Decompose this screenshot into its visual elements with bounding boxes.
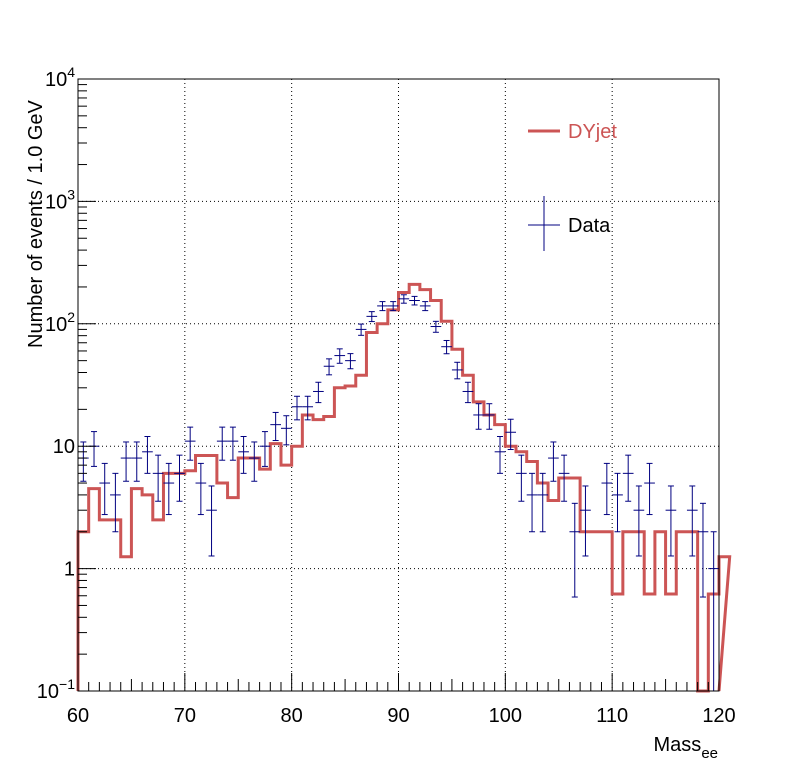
data-point [259, 431, 271, 467]
data-point [398, 294, 410, 304]
y-tick-label: 10 [53, 436, 75, 458]
data-point [184, 426, 196, 461]
x-axis-title-subscript: ee [701, 745, 718, 762]
data-point [216, 426, 228, 461]
data-point [163, 462, 175, 516]
y-tick-label: 104 [45, 64, 75, 91]
data-point [419, 301, 431, 312]
data-point [291, 395, 303, 421]
data-point [99, 462, 111, 516]
data-point [195, 462, 207, 516]
data-point [302, 395, 314, 421]
data-point [441, 339, 452, 355]
x-tick-label: 80 [281, 705, 303, 727]
data-point [280, 415, 292, 446]
y-tick-labels: 10−1 1 10 102 103 104 [37, 64, 75, 703]
data-point [110, 472, 121, 533]
data-point [601, 462, 613, 516]
data-point [387, 301, 399, 312]
data-point [612, 472, 623, 533]
data-point [270, 411, 281, 442]
data-point [131, 441, 143, 482]
x-tick-label: 90 [387, 705, 409, 727]
data-points-series [78, 294, 719, 691]
data-point [644, 462, 655, 516]
grid [78, 79, 719, 691]
x-axis-title: Massee [654, 734, 718, 762]
data-point [622, 454, 634, 502]
data-point [580, 485, 591, 557]
data-point [451, 361, 463, 380]
data-point [323, 358, 335, 376]
data-point [462, 381, 474, 404]
data-point [633, 485, 645, 557]
data-point [78, 441, 89, 482]
data-point [120, 441, 132, 482]
data-point [473, 403, 484, 430]
x-tick-label: 60 [67, 705, 89, 727]
data-point [686, 485, 698, 557]
data-point [345, 353, 356, 370]
data-point [494, 436, 506, 474]
x-tick-labels: 60 70 80 90 100 110 120 [67, 705, 736, 727]
data-point [537, 472, 549, 533]
y-axis-title: Number of events / 1.0 GeV [25, 99, 47, 348]
data-point [409, 295, 420, 306]
data-point [558, 454, 570, 502]
y-tick-label: 1 [64, 559, 75, 581]
legend: DYjet Data [528, 121, 617, 251]
data-point [206, 485, 217, 557]
data-point [174, 454, 185, 502]
legend-data-label: Data [568, 215, 611, 237]
y-tick-label: 103 [45, 186, 75, 213]
data-point [248, 441, 260, 482]
data-point [665, 485, 677, 557]
data-point [88, 431, 100, 467]
y-tick-label: 102 [45, 309, 75, 336]
data-point [334, 348, 346, 364]
x-tick-label: 100 [489, 705, 522, 727]
data-point [708, 531, 719, 691]
data-point [430, 320, 442, 333]
data-point [377, 301, 388, 312]
data-point [313, 381, 324, 404]
data-point [142, 436, 153, 474]
data-point [366, 311, 378, 323]
data-point [152, 454, 164, 502]
x-tick-label: 120 [702, 705, 735, 727]
data-point [505, 418, 517, 451]
dyjet-histogram-series [76, 282, 732, 693]
x-tick-label: 70 [174, 705, 196, 727]
data-point [238, 436, 249, 474]
x-axis-title-main: Mass [654, 734, 702, 756]
data-point [516, 454, 527, 502]
y-tick-label: 10−1 [37, 676, 75, 703]
legend-dyjet-label: DYjet [568, 121, 617, 143]
data-point [355, 323, 367, 336]
dyjet-step-line [76, 282, 732, 693]
data-point [569, 502, 581, 598]
data-point [227, 426, 239, 461]
data-point [548, 441, 559, 482]
data-point [483, 403, 495, 430]
axis-ticks [77, 78, 720, 692]
data-point [697, 502, 709, 598]
data-point [526, 472, 538, 533]
x-tick-label: 110 [596, 705, 628, 727]
